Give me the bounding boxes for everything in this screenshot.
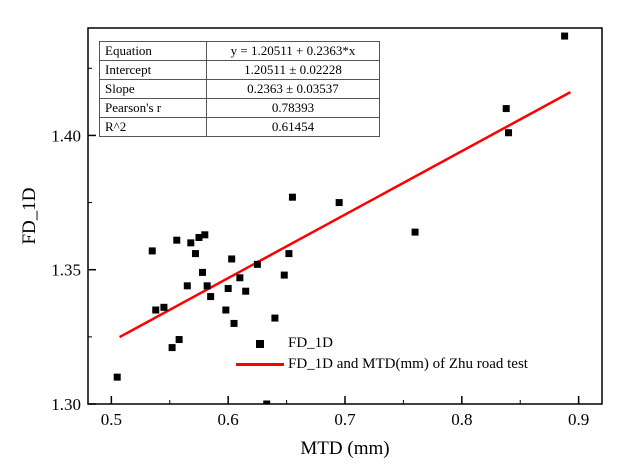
data-point: [175, 336, 183, 344]
stats-row: Equation y = 1.20511 + 0.2363*x: [99, 41, 380, 61]
data-point: [228, 255, 236, 263]
stats-row: Intercept 1.20511 ± 0.02228: [99, 60, 380, 80]
data-point: [263, 400, 271, 404]
data-point: [198, 268, 206, 276]
data-point: [285, 250, 293, 258]
x-tick-label: 0.9: [568, 410, 589, 429]
data-point: [236, 274, 244, 282]
data-point: [242, 287, 250, 295]
data-point: [201, 231, 209, 239]
stats-value: y = 1.20511 + 0.2363*x: [206, 41, 380, 61]
data-point: [335, 199, 343, 207]
data-point: [148, 247, 156, 255]
data-point: [253, 260, 261, 268]
data-point: [187, 239, 195, 247]
x-tick-label: 0.6: [218, 410, 239, 429]
data-point: [191, 250, 199, 258]
stats-table: Equation y = 1.20511 + 0.2363*x Intercep…: [99, 41, 380, 137]
legend-item-label: FD_1D and MTD(mm) of Zhu road test: [288, 356, 528, 372]
stats-row: R^2 0.61454: [99, 117, 380, 137]
data-point: [505, 129, 513, 137]
y-tick-label: 1.40: [51, 126, 81, 145]
data-point: [502, 105, 510, 113]
x-axis-title: MTD (mm): [300, 438, 390, 459]
stats-label: Intercept: [99, 60, 207, 80]
x-tick-label: 0.7: [334, 410, 356, 429]
data-point: [160, 303, 168, 311]
stats-row: Pearson's r 0.78393: [99, 98, 380, 118]
data-point: [168, 344, 176, 352]
stats-value: 1.20511 ± 0.02228: [206, 60, 380, 80]
stats-label: Pearson's r: [99, 98, 207, 118]
stats-value: 0.2363 ± 0.03537: [206, 79, 380, 99]
data-point: [561, 32, 569, 40]
legend-item: FD_1D and MTD(mm) of Zhu road test: [236, 354, 528, 375]
data-point: [288, 193, 296, 201]
data-point: [203, 282, 211, 290]
legend-item: FD_1D: [236, 333, 528, 354]
data-point: [152, 306, 160, 314]
legend-item-label: FD_1D: [288, 335, 334, 351]
y-axis-title: FD_1D: [19, 187, 40, 245]
stats-label: R^2: [99, 117, 207, 137]
plot-frame: [87, 27, 603, 405]
y-tick-label: 1.30: [51, 395, 81, 414]
x-tick-label: 0.8: [451, 410, 472, 429]
black-square-marker-icon: [236, 339, 284, 348]
legend: FD_1D FD_1D and MTD(mm) of Zhu road test: [236, 333, 528, 375]
data-point: [183, 282, 191, 290]
data-point: [411, 228, 419, 236]
y-tick-label: 1.35: [51, 261, 81, 280]
x-tick-label: 0.5: [101, 410, 122, 429]
stats-label: Slope: [99, 79, 207, 99]
data-point: [113, 373, 121, 381]
stats-value: 0.78393: [206, 98, 380, 118]
data-point: [195, 233, 203, 241]
stats-row: Slope 0.2363 ± 0.03537: [99, 79, 380, 99]
data-point: [230, 319, 238, 327]
stats-value: 0.61454: [206, 117, 380, 137]
data-point: [222, 306, 230, 314]
data-point: [207, 293, 215, 301]
red-line-marker-icon: [236, 363, 284, 366]
data-point: [173, 236, 181, 244]
stats-label: Equation: [99, 41, 207, 61]
data-point: [280, 271, 288, 279]
data-point: [224, 285, 232, 293]
data-point: [271, 314, 279, 322]
fit-line: [118, 91, 572, 339]
